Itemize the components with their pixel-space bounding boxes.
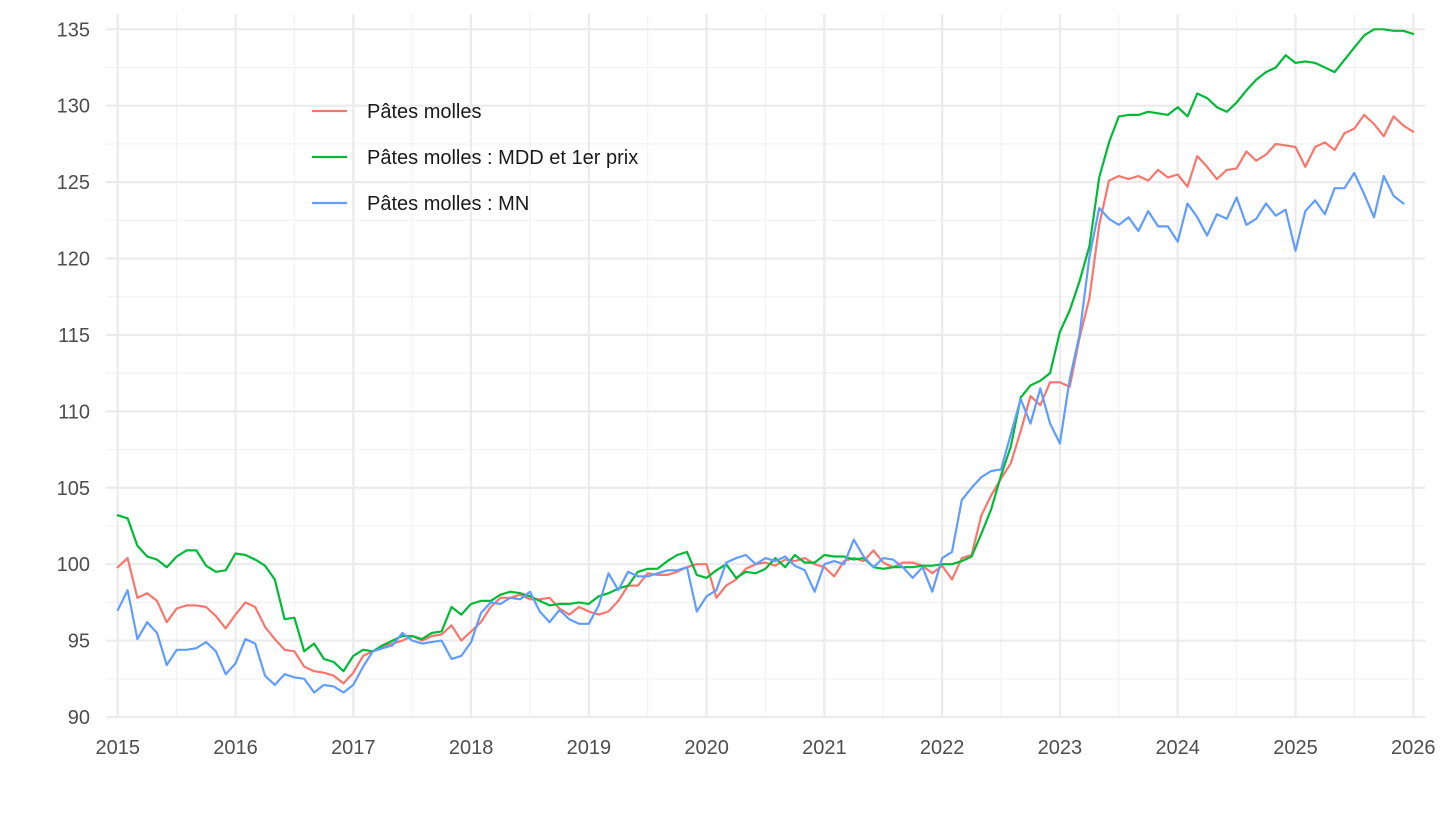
y-tick-label: 125 [57, 172, 90, 194]
x-tick-label: 2023 [1038, 737, 1083, 759]
x-tick-label: 2017 [331, 737, 376, 759]
legend: Pâtes molles Pâtes molles : MDD et 1er pr… [312, 101, 638, 215]
x-tick-label: 2026 [1391, 737, 1436, 759]
legend-label: Pâtes molles [367, 101, 482, 123]
y-tick-label: 105 [57, 478, 90, 500]
y-tick-label: 115 [58, 325, 90, 347]
x-tick-label: 2018 [449, 737, 494, 759]
legend-item: Pâtes molles : MDD et 1er prix [312, 147, 638, 169]
legend-label: Pâtes molles : MN [367, 193, 529, 215]
x-tick-label: 2019 [567, 737, 612, 759]
legend-label: Pâtes molles : MDD et 1er prix [367, 147, 638, 169]
legend-item: Pâtes molles [312, 101, 482, 123]
x-tick-label: 2025 [1273, 737, 1318, 759]
y-tick-label: 110 [58, 401, 90, 423]
x-tick-label: 2020 [684, 737, 729, 759]
y-tick-label: 100 [57, 554, 90, 576]
legend-item: Pâtes molles : MN [312, 193, 529, 215]
grid-layer [106, 14, 1425, 719]
y-axis: 90 95 100 105 110 115 120 125 130 135 [57, 19, 90, 729]
y-tick-label: 120 [57, 249, 90, 271]
series-line-3 [116, 171, 1405, 694]
y-tick-label: 95 [68, 631, 90, 653]
x-tick-label: 2016 [213, 737, 258, 759]
series-line-2 [116, 28, 1415, 673]
y-tick-label: 135 [57, 19, 90, 41]
x-tick-label: 2024 [1155, 737, 1200, 759]
x-tick-label: 2015 [96, 737, 141, 759]
series-line-1 [116, 113, 1415, 685]
x-tick-label: 2021 [802, 737, 847, 759]
y-tick-label: 90 [68, 707, 90, 729]
x-axis: 2015 2016 2017 2018 2019 2020 2021 2022 2023 2024… [96, 737, 1436, 759]
series-layer [116, 28, 1415, 694]
y-tick-label: 130 [57, 96, 90, 118]
x-tick-label: 2022 [920, 737, 965, 759]
